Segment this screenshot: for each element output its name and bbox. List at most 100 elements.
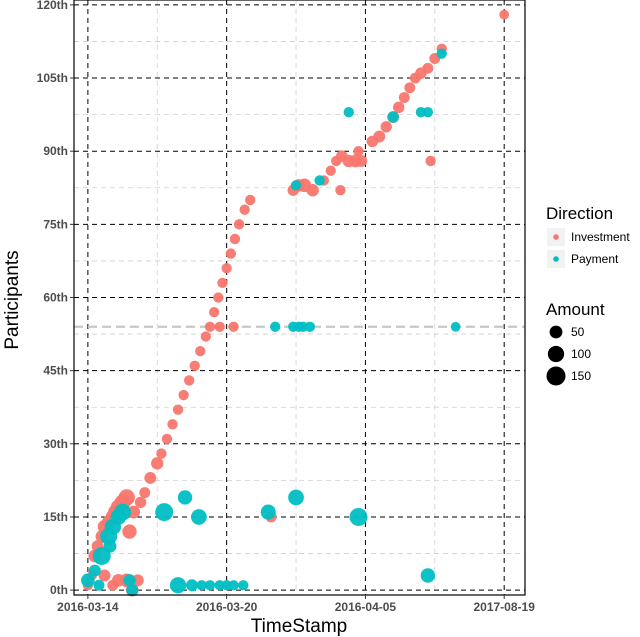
data-point-payment — [114, 503, 132, 521]
data-point-investment — [355, 154, 368, 167]
data-point-investment — [204, 321, 216, 332]
legend-size-label: 150 — [571, 369, 591, 383]
data-point-investment — [214, 321, 225, 332]
data-point-payment — [155, 503, 174, 522]
data-point-payment — [103, 539, 117, 553]
data-point-payment — [204, 580, 216, 591]
data-point-payment — [169, 577, 187, 594]
data-point-investment — [156, 448, 167, 459]
legend-amount-title: Amount — [546, 300, 605, 319]
data-point-payment — [436, 48, 447, 59]
data-point-investment — [127, 505, 141, 519]
data-point-investment — [208, 306, 220, 318]
data-point-investment — [404, 82, 416, 94]
y-tick-label: 75th — [43, 217, 68, 231]
data-point-payment — [177, 490, 193, 505]
data-point-investment — [183, 375, 195, 386]
data-point-investment — [335, 185, 346, 196]
data-point-investment — [353, 146, 364, 157]
data-point-payment — [260, 504, 276, 520]
data-point-payment — [196, 580, 207, 591]
y-tick-label: 90th — [43, 144, 68, 158]
data-point-payment — [126, 584, 139, 597]
data-point-investment — [213, 292, 224, 303]
grid — [74, 0, 525, 595]
data-point-payment — [123, 574, 136, 587]
data-point-investment — [189, 360, 200, 371]
x-axis-title: TimeStamp — [251, 616, 347, 637]
legend-size-key — [546, 366, 566, 386]
legend-key-investment — [553, 234, 559, 240]
y-tick-label: 105th — [37, 71, 68, 85]
data-point-investment — [239, 204, 250, 215]
data-point-payment — [422, 106, 434, 118]
data-point-investment — [425, 155, 436, 167]
data-point-payment — [343, 106, 354, 118]
series-payment — [81, 48, 461, 597]
data-point-investment — [178, 389, 189, 401]
data-point-investment — [422, 62, 434, 74]
y-tick-label: 120th — [37, 0, 68, 12]
data-point-payment — [92, 546, 111, 565]
data-point-payment — [185, 579, 198, 592]
data-point-investment — [195, 345, 206, 357]
data-point-payment — [228, 580, 239, 591]
data-point-investment — [118, 489, 135, 506]
data-point-investment — [139, 487, 151, 499]
data-point-investment — [172, 404, 184, 415]
y-axis-title: Participants — [2, 250, 23, 349]
data-point-payment — [88, 564, 101, 577]
y-tick-label: 60th — [43, 291, 68, 305]
data-point-investment — [217, 277, 228, 289]
data-point-payment — [238, 580, 249, 591]
data-point-investment — [325, 165, 336, 176]
legend-size-label: 50 — [571, 325, 585, 339]
data-points — [81, 9, 510, 597]
data-point-investment — [373, 130, 386, 143]
data-point-payment — [81, 573, 95, 588]
legend-key-payment — [553, 256, 559, 262]
x-tick-label: 2017-08-19 — [473, 600, 535, 614]
legend-direction: Direction Investment Payment — [546, 204, 630, 268]
data-point-investment — [229, 233, 241, 245]
data-point-investment — [398, 92, 410, 104]
data-point-investment — [233, 219, 245, 230]
x-axis: 2016-03-14 2016-03-20 2016-04-05 2017-08-19 — [57, 595, 535, 614]
data-point-payment — [450, 321, 461, 332]
data-point-investment — [144, 471, 157, 484]
data-point-payment — [314, 175, 325, 186]
data-point-investment — [98, 569, 111, 582]
data-point-investment — [228, 321, 239, 332]
y-tick-label: 45th — [43, 364, 68, 378]
data-point-payment — [270, 321, 281, 332]
data-point-payment — [420, 568, 436, 583]
data-point-payment — [93, 579, 105, 591]
legend-direction-title: Direction — [546, 204, 613, 223]
legend-amount: Amount 50 100 150 — [546, 300, 605, 386]
data-point-investment — [134, 496, 147, 509]
data-point-investment — [200, 331, 212, 342]
data-point-payment — [387, 111, 399, 123]
data-point-investment — [221, 263, 232, 274]
data-point-investment — [161, 433, 173, 445]
data-point-investment — [392, 101, 405, 114]
legend-label-investment: Investment — [571, 230, 630, 244]
data-point-investment — [380, 121, 392, 133]
data-point-investment — [499, 9, 510, 20]
data-point-investment — [306, 184, 319, 197]
data-point-investment — [122, 524, 137, 539]
data-point-investment — [245, 194, 256, 206]
data-point-payment — [304, 321, 316, 332]
legend-size-key — [547, 345, 565, 363]
y-tick-label: 30th — [43, 437, 68, 451]
x-tick-label: 2016-04-05 — [335, 600, 397, 614]
y-axis: 0th 15th 30th 45th 60th 75th 90th 105th 120th — [37, 0, 74, 597]
x-tick-label: 2016-03-20 — [196, 600, 258, 614]
legend-label-payment: Payment — [571, 252, 619, 266]
data-point-payment — [349, 507, 368, 526]
data-point-payment — [191, 509, 207, 525]
data-point-investment — [225, 248, 236, 259]
y-tick-label: 0th — [50, 583, 68, 597]
legend-size-key — [549, 325, 563, 339]
